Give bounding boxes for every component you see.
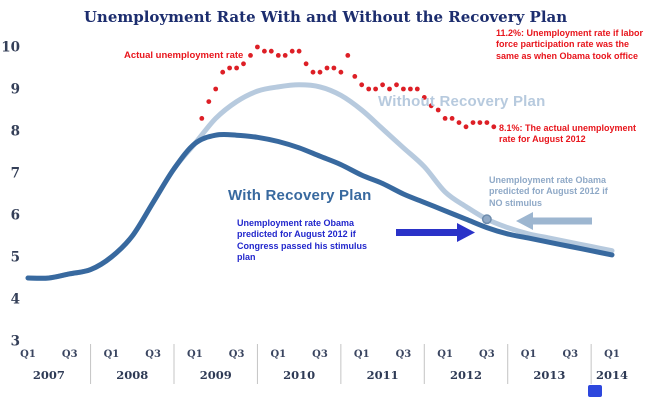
y-axis-tick-label: 5: [11, 250, 20, 266]
x-axis-year-label: 2014: [596, 368, 628, 382]
x-axis-quarter-label: Q1: [270, 349, 286, 360]
actual-rate-dot: [282, 53, 288, 58]
actual-rate-dot: [338, 69, 344, 75]
x-axis-quarter-label: Q1: [104, 349, 120, 360]
actual-rate-dot: [213, 86, 219, 92]
y-axis-tick-label: 3: [11, 334, 20, 350]
actual-rate-dot: [366, 86, 372, 92]
actual-rate-dot: [227, 65, 233, 71]
actual-rate-dot: [408, 86, 413, 92]
x-axis-year-label: 2013: [533, 368, 565, 382]
x-axis-quarter-label: Q1: [521, 349, 537, 360]
x-axis-quarter-label: Q1: [437, 349, 453, 360]
x-axis-quarter-label: Q1: [604, 349, 620, 360]
with-plan-label: With Recovery Plan: [228, 187, 372, 204]
actual-rate-dot: [491, 124, 497, 130]
actual-rate-dot: [275, 53, 281, 58]
no-stimulus-annotation: Unemployment rate Obama predicted for Au…: [489, 175, 608, 208]
y-axis-tick-label: 4: [11, 292, 20, 308]
actual-rate-dot: [268, 48, 274, 54]
actual-rate-dot: [303, 61, 309, 67]
actual-rate-dot: [206, 99, 212, 104]
x-axis-year-label: 2007: [33, 368, 65, 382]
actual-rate-dot: [394, 82, 399, 88]
stimulus-arrow-icon: [396, 223, 475, 242]
actual-rate-dot: [234, 65, 240, 71]
no-stimulus-marker: [481, 214, 492, 225]
actual-rate-dot: [401, 86, 406, 92]
page-title: Unemployment Rate With and Without the R…: [83, 8, 568, 26]
x-axis-year-label: 2012: [450, 368, 482, 382]
actual-rate-dot: [352, 74, 358, 79]
actual-rate-dot: [317, 69, 323, 75]
actual-rate-dot: [310, 69, 316, 75]
x-axis-quarter-label: Q3: [312, 349, 328, 360]
x-axis-quarter-label: Q1: [20, 349, 36, 360]
x-axis-quarter-label: Q1: [354, 349, 370, 360]
x-axis-quarter-label: Q3: [479, 349, 495, 360]
participation-annotation: 11.2%: Unemployment rate if labor force …: [496, 28, 644, 61]
actual-rate-dot: [484, 120, 490, 125]
y-axis-tick-label: 9: [11, 82, 20, 98]
actual-rate-dot: [428, 103, 434, 109]
actual-rate-dot: [241, 61, 246, 67]
actual-rate-dot: [470, 120, 476, 125]
actual-rate-dot: [414, 86, 420, 92]
y-axis-tick-label: 10: [1, 40, 20, 56]
without-plan-label: Without Recovery Plan: [378, 93, 546, 110]
y-axis-tick-label: 7: [11, 166, 20, 182]
actual-rate-label: Actual unemployment rate: [124, 50, 244, 61]
no-stimulus-arrow-icon: [516, 212, 592, 230]
logo-mark: [588, 385, 602, 397]
actual-rate-dot: [296, 48, 302, 54]
actual-rate-dot: [345, 53, 351, 58]
x-axis-quarter-label: Q3: [562, 349, 578, 360]
actual-rate-dot: [387, 86, 392, 92]
actual-rate-dot: [220, 69, 226, 75]
x-axis-year-label: 2009: [200, 368, 232, 382]
actual-rate-dot: [199, 116, 205, 121]
x-axis-year-label: 2010: [283, 368, 315, 382]
actual-rate-dot: [456, 120, 462, 125]
actual-rate-dot: [477, 120, 483, 125]
actual-rate-dot: [380, 82, 385, 88]
x-axis-year-label: 2008: [116, 368, 148, 382]
actual-rate-dot: [449, 116, 455, 121]
stimulus-annotation: Unemployment rate Obama predicted for Au…: [237, 218, 368, 262]
actual-rate-dot: [373, 86, 378, 92]
x-axis-year-label: 2011: [367, 368, 399, 382]
x-axis-quarter-label: Q3: [62, 349, 78, 360]
actual-rate-dot: [442, 116, 448, 121]
x-axis-quarter-label: Q3: [396, 349, 412, 360]
actual-rate-dot: [359, 82, 365, 88]
x-axis-quarter-label: Q3: [229, 349, 245, 360]
x-axis-quarter-label: Q3: [145, 349, 161, 360]
y-axis-tick-label: 8: [11, 124, 20, 140]
y-axis-tick-label: 6: [11, 208, 20, 224]
actual-rate-dot: [421, 95, 427, 100]
actual-rate-dot: [248, 53, 253, 58]
actual-rate-dot: [255, 44, 260, 50]
actual-august-annotation: 8.1%: The actual unemployment rate for A…: [499, 123, 637, 145]
with-plan-line: [25, 131, 615, 281]
actual-rate-dot: [324, 65, 330, 71]
actual-rate-dot: [331, 65, 337, 71]
actual-rate-dot: [262, 48, 267, 54]
actual-rate-dot: [289, 48, 295, 54]
x-axis-quarter-label: Q1: [187, 349, 203, 360]
actual-rate-dot: [463, 124, 469, 130]
actual-rate-dot: [435, 107, 441, 113]
